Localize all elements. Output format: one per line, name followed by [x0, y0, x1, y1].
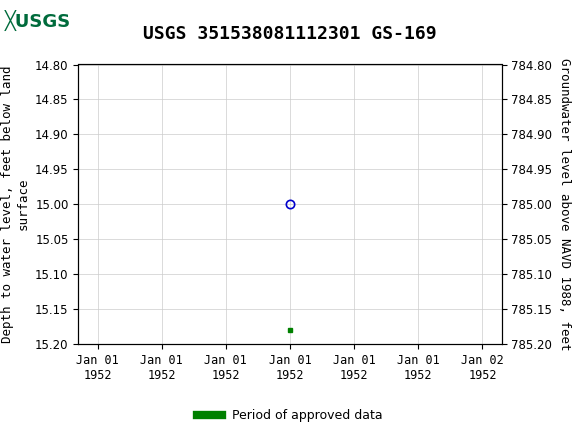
Y-axis label: Groundwater level above NAVD 1988, feet: Groundwater level above NAVD 1988, feet	[558, 58, 571, 350]
Text: ╳USGS: ╳USGS	[5, 9, 71, 31]
Text: USGS 351538081112301 GS-169: USGS 351538081112301 GS-169	[143, 25, 437, 43]
FancyBboxPatch shape	[2, 3, 68, 37]
Legend: Period of approved data: Period of approved data	[192, 404, 388, 427]
Y-axis label: Depth to water level, feet below land
surface: Depth to water level, feet below land su…	[1, 65, 30, 343]
